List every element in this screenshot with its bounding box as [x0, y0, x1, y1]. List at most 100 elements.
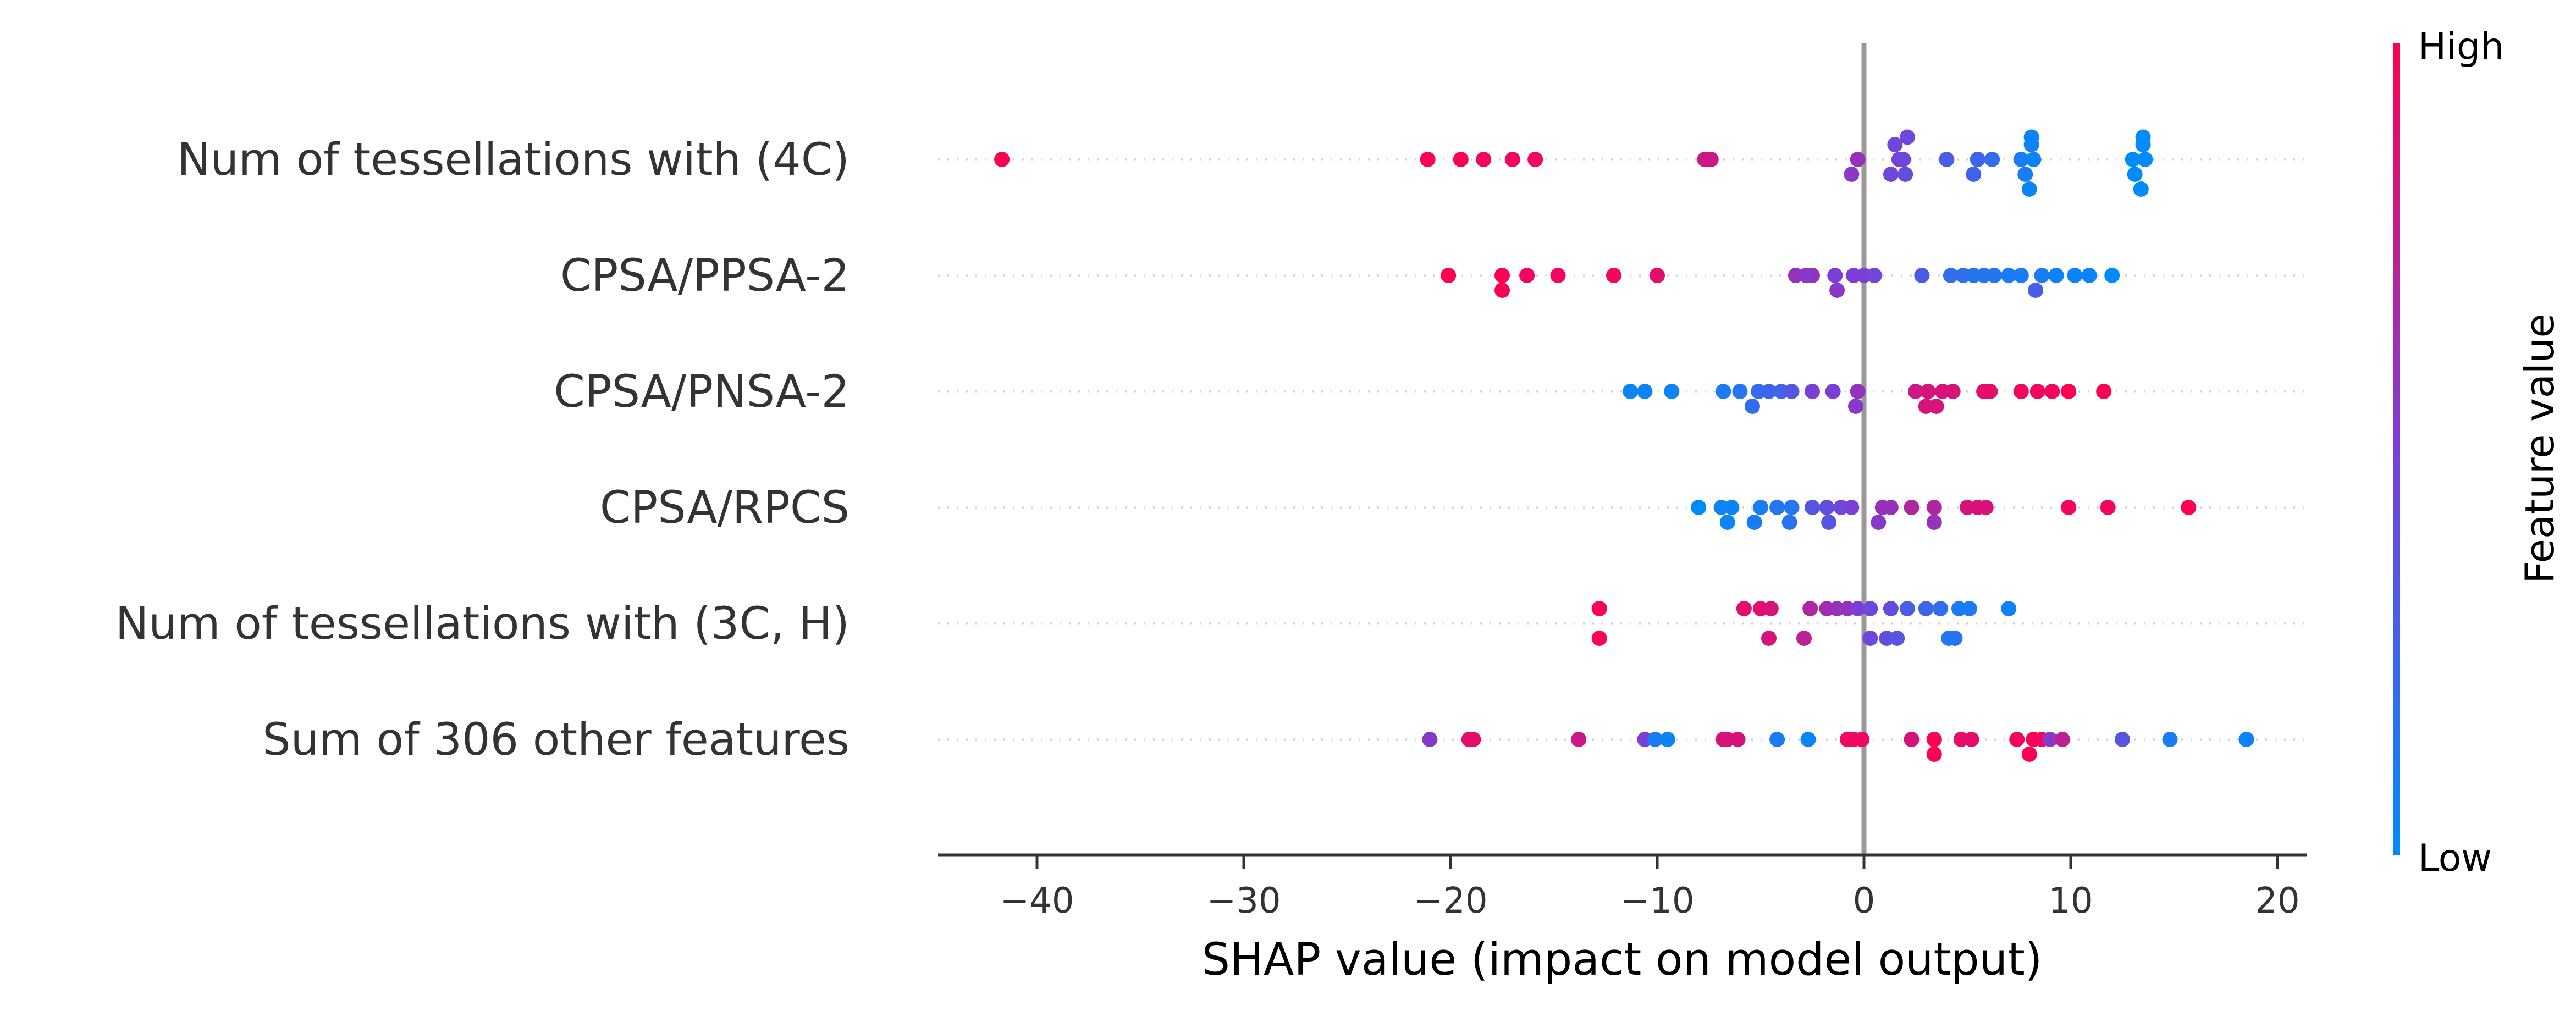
shap-point — [1730, 732, 1746, 747]
shap-point — [1420, 152, 1436, 167]
colorbar-low-label: Low — [2418, 837, 2492, 880]
shap-point — [1986, 268, 2002, 283]
shap-point — [2034, 268, 2050, 283]
shap-point — [1745, 399, 1760, 414]
shap-point — [2100, 500, 2116, 515]
shap-point — [1963, 732, 1979, 747]
shap-point — [1800, 732, 1816, 747]
shap-point — [1827, 268, 1843, 283]
shap-point — [1746, 515, 1762, 530]
shap-point — [2028, 283, 2044, 298]
shap-point — [1900, 601, 1915, 616]
shap-point — [2042, 732, 2058, 747]
shap-point — [1850, 152, 1866, 167]
shap-point — [2115, 732, 2130, 747]
shap-point — [1883, 167, 1899, 182]
x-axis-ticks: −40 −30 −20 −10 0 10 20 — [1000, 855, 2300, 921]
shap-point — [2181, 500, 2197, 515]
shap-point — [1887, 137, 1903, 152]
shap-point — [1850, 601, 1866, 616]
shap-point — [2135, 129, 2151, 145]
shap-point — [1441, 268, 1457, 283]
shap-point — [1769, 500, 1785, 515]
shap-point — [2026, 152, 2042, 167]
x-tick-label: −20 — [1413, 881, 1487, 921]
shap-point — [1798, 268, 1814, 283]
x-tick-label: −10 — [1620, 881, 1694, 921]
shap-point — [1844, 167, 1860, 182]
shap-point — [2023, 129, 2039, 145]
shap-point — [1796, 631, 1812, 646]
shap-point — [2125, 152, 2141, 167]
shap-point — [1591, 631, 1607, 646]
shap-point — [2104, 268, 2120, 283]
shap-point — [1476, 152, 1492, 167]
shap-point — [2067, 268, 2083, 283]
shap-point — [2133, 181, 2149, 197]
feature-label: CPSA/PNSA-2 — [554, 366, 850, 418]
colorbar-title: Feature value — [2517, 313, 2563, 584]
shap-point — [1933, 601, 1949, 616]
shap-point — [2013, 384, 2029, 399]
shap-point — [1659, 732, 1675, 747]
shap-point — [2061, 384, 2077, 399]
shap-point — [1920, 384, 1936, 399]
shap-point — [2013, 268, 2029, 283]
shap-point — [1978, 500, 1994, 515]
shap-point — [2044, 384, 2060, 399]
shap-point — [1943, 268, 1959, 283]
shap-point — [1850, 384, 1866, 399]
shap-point — [1465, 732, 1481, 747]
shap-point — [1784, 384, 1800, 399]
shap-point — [1664, 384, 1680, 399]
shap-point — [994, 152, 1010, 167]
shap-point — [2162, 732, 2178, 747]
shap-point — [1895, 152, 1911, 167]
shap-point — [1945, 384, 1961, 399]
shap-point — [2096, 384, 2112, 399]
shap-point — [1825, 384, 1841, 399]
shap-point — [1805, 500, 1820, 515]
shap-point — [1753, 500, 1768, 515]
shap-point — [1926, 500, 1942, 515]
x-tick-label: 10 — [2048, 881, 2093, 921]
shap-point — [1647, 732, 1663, 747]
shap-point — [1862, 601, 1878, 616]
shap-point — [1761, 384, 1777, 399]
shap-point — [1844, 500, 1860, 515]
shap-point — [1769, 732, 1785, 747]
shap-point — [2021, 181, 2037, 197]
shap-point — [1802, 601, 1818, 616]
shap-point — [1716, 384, 1731, 399]
shap-point — [1550, 268, 1566, 283]
shap-point — [1926, 515, 1942, 530]
shap-point — [1781, 515, 1797, 530]
shap-point — [1866, 268, 1882, 283]
shap-point — [1623, 384, 1639, 399]
shap-point — [1736, 601, 1752, 616]
feature-label: Num of tessellations with (4C) — [177, 134, 850, 186]
shap-point — [1883, 500, 1899, 515]
shap-point — [1494, 283, 1510, 298]
shap-point — [1918, 601, 1934, 616]
shap-point — [1691, 500, 1707, 515]
x-tick-label: 0 — [1853, 881, 1876, 921]
x-tick-label: −30 — [1206, 881, 1281, 921]
shap-point — [1897, 167, 1913, 182]
shap-point — [2029, 384, 2045, 399]
shap-point — [1821, 515, 1837, 530]
shap-point — [1494, 268, 1510, 283]
x-axis-title: SHAP value (impact on model output) — [1202, 934, 2043, 986]
feature-label: CPSA/RPCS — [600, 482, 850, 534]
shap-point — [1904, 500, 1919, 515]
shap-point — [1984, 152, 2000, 167]
shap-point — [2055, 732, 2070, 747]
shap-point — [1571, 732, 1587, 747]
shap-point — [1900, 129, 1915, 145]
shap-point — [1871, 515, 1887, 530]
shap-point — [1650, 268, 1665, 283]
shap-point — [2021, 747, 2037, 762]
shap-point — [1848, 399, 1863, 414]
shap-point — [1926, 732, 1942, 747]
